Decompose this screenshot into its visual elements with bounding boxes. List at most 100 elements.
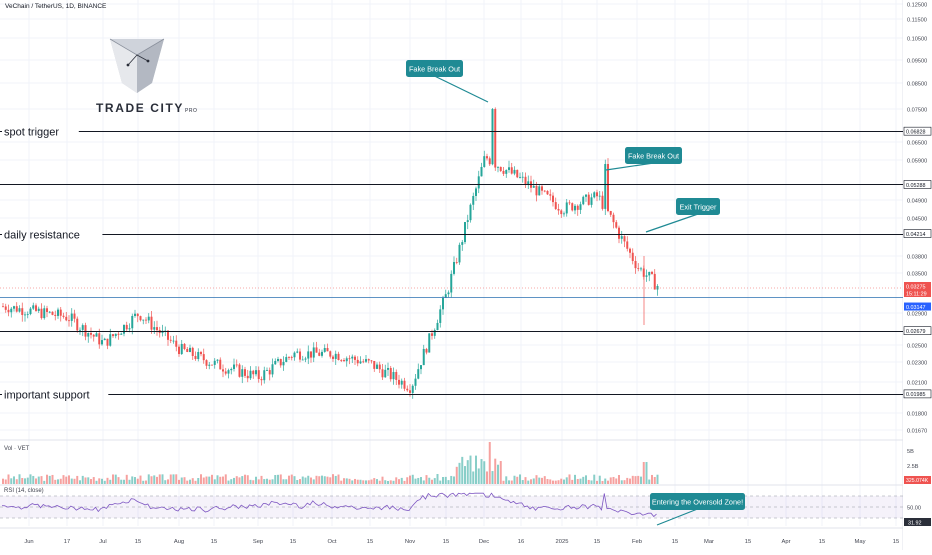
volume-bar (268, 479, 271, 484)
callout-fake-breakout-1-pointer (434, 75, 489, 103)
volume-bar (10, 478, 13, 484)
volume-bar (653, 477, 656, 484)
volume-bar (224, 474, 227, 484)
candle (112, 333, 114, 338)
volume-bar (318, 476, 321, 484)
candle-body (629, 248, 631, 253)
candle (648, 271, 651, 282)
candle (230, 367, 233, 375)
candle (172, 335, 175, 344)
candle-body (552, 195, 554, 203)
volume-bar (79, 480, 81, 484)
candle (398, 374, 400, 389)
volume-bar (197, 478, 200, 484)
candle-body (167, 330, 169, 340)
candle (373, 360, 376, 372)
candle-body (95, 333, 98, 337)
volume-bar (131, 476, 134, 484)
volume-bar (395, 477, 398, 484)
candle (345, 356, 348, 367)
price-tick-9: 0.04500 (907, 217, 927, 223)
candle-body (546, 190, 549, 195)
volume-bar (574, 474, 576, 484)
volume-bar (436, 474, 439, 484)
volume-bar (345, 478, 348, 484)
candle-body (189, 347, 191, 352)
candle-body (296, 351, 299, 353)
candle-body (92, 334, 95, 337)
volume-bar (607, 480, 609, 484)
candle-body (631, 252, 634, 261)
callout-fake-breakout-2-pointer (605, 162, 654, 171)
volume-bar (109, 479, 112, 484)
candle-body (326, 348, 329, 352)
candle-body (145, 319, 147, 321)
candle (582, 195, 585, 206)
candle-body (527, 181, 530, 185)
volume-bar (46, 474, 48, 484)
candle (538, 184, 541, 196)
time-tick-17: 15 (672, 539, 678, 545)
candle (252, 369, 255, 379)
candle (296, 348, 299, 354)
candle (197, 348, 200, 362)
candle-body (400, 380, 403, 385)
candle-body (29, 308, 32, 315)
volume-bar (153, 475, 156, 484)
volume-bar (222, 476, 224, 484)
candle-body (46, 308, 48, 312)
candle-body (153, 327, 156, 330)
candle-body (213, 360, 216, 365)
candle-body (439, 309, 442, 323)
volume-bar (145, 480, 147, 484)
volume-bar (444, 476, 447, 484)
price-marker-box-5 (904, 302, 931, 311)
candle-body (532, 185, 535, 188)
candle (620, 230, 623, 244)
volume-bar (656, 474, 659, 484)
candle-body (560, 210, 563, 215)
candle (24, 311, 26, 322)
level-label-5: important support (4, 390, 90, 402)
candle (4, 303, 7, 313)
volume-bar (290, 474, 293, 484)
volume-bar (125, 474, 128, 484)
candle (117, 331, 120, 340)
candle (216, 359, 219, 364)
time-tick-16: Feb (632, 539, 642, 545)
candle (351, 354, 354, 364)
rsi-pane (0, 492, 903, 519)
candle (367, 358, 370, 364)
candle-body (431, 333, 433, 336)
candle-body (472, 195, 475, 205)
candle (290, 355, 293, 361)
candle (125, 321, 128, 332)
time-tick-6: Sep (253, 539, 263, 545)
callout-oversold-text: Entering the Oversold Zone! (652, 498, 743, 507)
volume-bar (90, 479, 92, 484)
candle (136, 313, 139, 323)
candle (527, 175, 530, 189)
volume-bar (37, 476, 40, 484)
price-marker-4: 15:11:29 (906, 291, 927, 297)
volume-bar (103, 480, 106, 484)
callout-fake-breakout-1-box (406, 60, 463, 77)
volume-bar (29, 474, 32, 484)
candle (145, 317, 147, 325)
candle (73, 309, 76, 323)
price-tick-4: 0.08500 (907, 82, 927, 88)
volume-bar (640, 476, 642, 484)
volume-bar (645, 462, 648, 484)
volume-bar (389, 480, 392, 484)
candle-body (585, 194, 587, 197)
volume-pane-title: Vol · VET (4, 446, 30, 452)
price-marker-0: 0.06828 (906, 129, 926, 135)
candle (332, 355, 334, 362)
candle-body (453, 262, 455, 274)
volume-bar (167, 479, 169, 484)
candle (282, 356, 285, 371)
volume-bar (571, 479, 574, 484)
candle (246, 369, 249, 383)
